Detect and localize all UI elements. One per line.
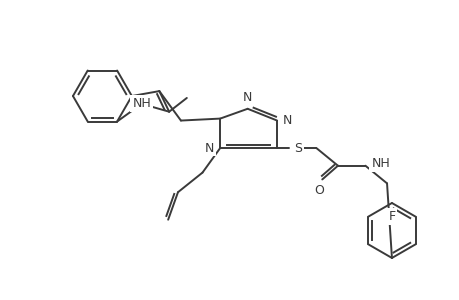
Text: F: F <box>387 210 395 223</box>
Text: S: S <box>293 142 301 154</box>
Text: N: N <box>282 114 292 127</box>
Text: NH: NH <box>132 98 151 110</box>
Text: O: O <box>313 184 324 197</box>
Text: N: N <box>204 142 214 154</box>
Text: NH: NH <box>370 157 389 170</box>
Text: N: N <box>242 91 252 104</box>
